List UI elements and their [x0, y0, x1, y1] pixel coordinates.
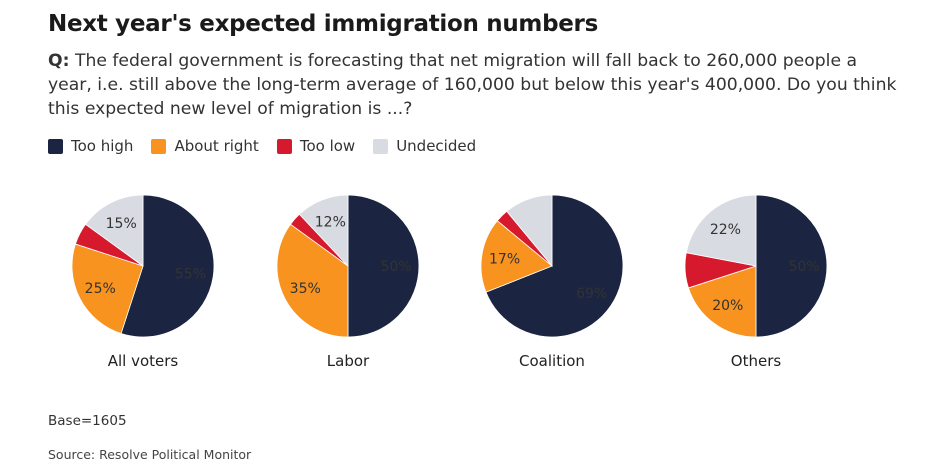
- question-body: The federal government is forecasting th…: [48, 51, 897, 119]
- pie-slice-others-undecided: [685, 194, 757, 267]
- legend-swatch: [151, 138, 167, 154]
- base-note: Base=1605: [48, 413, 127, 429]
- pie-slice-coalition-too-high: [485, 194, 624, 338]
- legend-label: Too high: [71, 137, 134, 155]
- legend-label: Undecided: [396, 137, 477, 155]
- pie-group-label: All voters: [108, 352, 179, 370]
- pie-data-label: 50%: [380, 259, 411, 275]
- legend-item-undecided: Undecided: [373, 137, 476, 155]
- pie-slice-others-too-high: [755, 194, 828, 338]
- pie-data-label: 25%: [85, 281, 116, 297]
- legend-swatch: [373, 138, 389, 154]
- pie-data-label: 69%: [576, 286, 607, 302]
- legend-label: Too low: [299, 137, 356, 155]
- legend-label: About right: [174, 137, 259, 155]
- legend-swatch: [276, 138, 292, 154]
- source-note: Source: Resolve Political Monitor: [48, 447, 252, 462]
- pie-data-label: 22%: [710, 222, 741, 238]
- pie-slice-coalition-undecided: [506, 194, 553, 268]
- chart-title: Next year's expected immigration numbers: [48, 11, 598, 37]
- pie-slice-all-voters-too-high: [120, 194, 215, 338]
- pie-data-label: 35%: [290, 281, 321, 297]
- pie-data-label: 15%: [106, 216, 137, 232]
- pie-slice-others-about-right: [687, 265, 757, 338]
- question-prefix: Q:: [48, 51, 70, 71]
- pie-slice-coalition-about-right: [480, 220, 553, 293]
- legend-item-about-right: About right: [151, 137, 259, 155]
- legend-item-too-low: Too low: [276, 137, 356, 155]
- pie-data-label: 50%: [788, 259, 819, 275]
- pie-slice-labor-about-right: [276, 223, 349, 338]
- pie-data-label: 17%: [489, 251, 520, 267]
- pie-data-label: 20%: [712, 298, 743, 314]
- pie-data-label: 12%: [315, 214, 346, 230]
- pie-group-label: Others: [731, 352, 782, 370]
- legend-swatch: [48, 138, 63, 154]
- question-text: Q: The federal government is forecasting…: [48, 49, 898, 121]
- legend: Too high About right Too low Undecided: [48, 137, 494, 155]
- pie-slice-labor-undecided: [298, 194, 349, 268]
- pie-slice-all-voters-about-right: [71, 243, 144, 335]
- pie-slice-all-voters-undecided: [85, 194, 144, 267]
- legend-item-too-high: Too high: [48, 137, 133, 155]
- pie-slice-labor-too-high: [347, 194, 420, 338]
- pie-group-label: Coalition: [519, 352, 585, 370]
- pie-group-label: Labor: [327, 352, 370, 370]
- pie-data-label: 55%: [175, 267, 206, 283]
